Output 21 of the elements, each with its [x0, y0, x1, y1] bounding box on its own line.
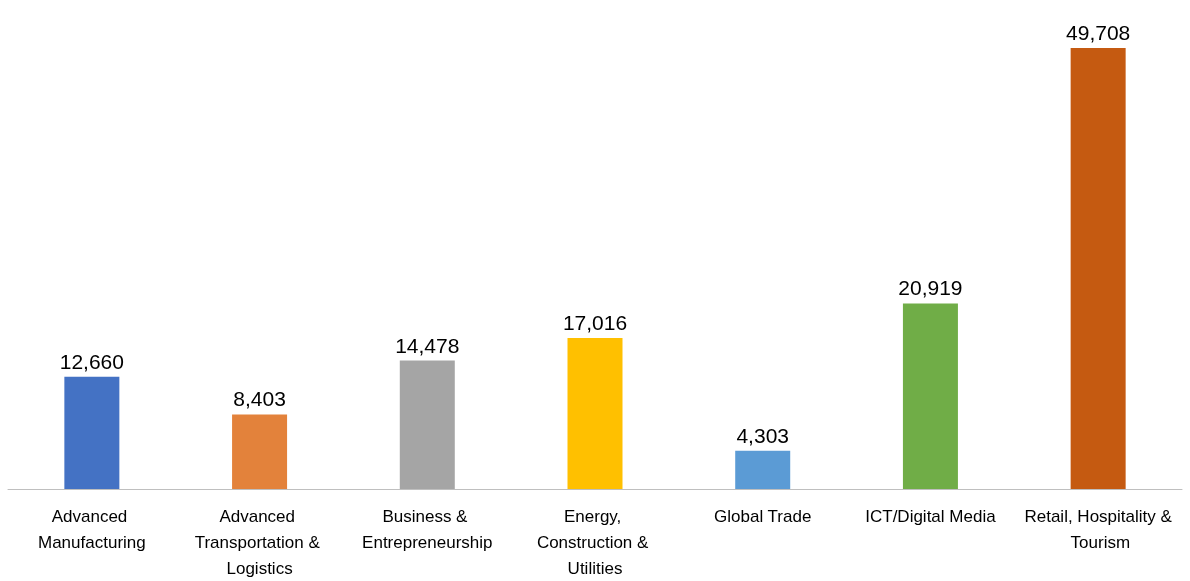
data-label: 14,478	[395, 333, 460, 357]
bar	[232, 414, 288, 489]
data-label: 49,708	[1066, 21, 1131, 44]
bar	[399, 360, 455, 489]
bar	[64, 376, 120, 489]
data-label: 4,303	[736, 423, 789, 447]
data-label: 12,660	[59, 349, 124, 373]
x-tick-label: Global Trade	[714, 506, 812, 526]
x-tick-label: ICT/Digital Media	[865, 506, 997, 526]
bar	[1070, 48, 1126, 489]
bar	[735, 450, 791, 489]
data-label: 20,919	[898, 276, 963, 300]
x-tick-label: Advanced Transportation & Logistics	[194, 506, 325, 578]
x-tick-label: Business & Entrepreneurship	[362, 506, 493, 552]
x-tick-label: Energy, Construction & Utilities	[536, 506, 654, 578]
bar	[902, 303, 958, 489]
bar	[567, 338, 623, 489]
x-tick-label: Advanced Manufacturing	[37, 506, 146, 552]
x-tick-label: Retail, Hospitality & Tourism	[1024, 506, 1173, 552]
data-label: 8,403	[233, 387, 286, 411]
data-label: 17,016	[562, 311, 628, 335]
